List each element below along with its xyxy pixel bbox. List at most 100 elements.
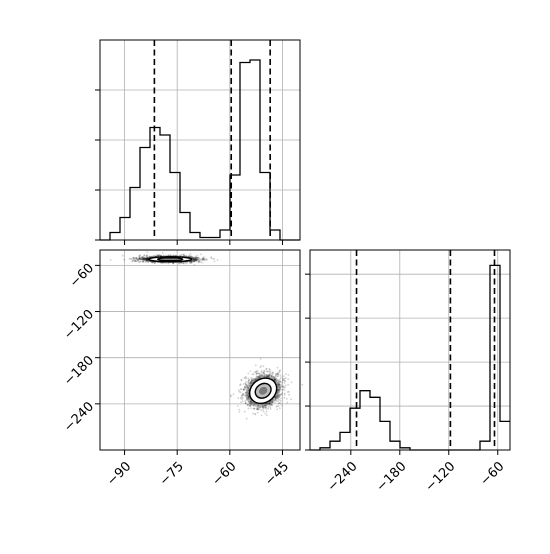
bottom-left-point [282,379,285,382]
bottom-left-point [143,254,146,257]
bottom-left-point [261,373,263,376]
bottom-left-point [266,375,268,378]
bottom-left-point [249,400,252,403]
bottom-left-point [276,405,279,407]
bottom-left-ytick-label-1: −120 [61,307,97,343]
bottom-left-point [197,256,200,259]
bottom-left-point [279,380,282,383]
bottom-left-point [237,389,240,391]
bottom-left-point [243,387,246,389]
bottom-left-point [180,253,183,256]
bottom-left-point [278,380,281,383]
bottom-left-point [142,258,145,260]
bottom-left-point [194,256,197,259]
bottom-left-point [258,376,261,379]
bottom-left-point [132,256,135,259]
bottom-left-point [197,261,200,264]
bottom-left-point [243,389,245,391]
bottom-left-point [146,256,149,259]
bottom-left-point [271,401,273,404]
bottom-left-point [267,375,270,378]
bottom-left-point [150,261,153,263]
bottom-left-point [136,259,139,262]
bottom-left-point [142,257,145,260]
bottom-left-point [271,403,273,406]
bottom-left-point [260,365,263,367]
bottom-left-point [244,376,247,378]
bottom-left-point [284,379,286,382]
bottom-left-point [244,383,247,386]
bottom-left-point [257,408,259,411]
bottom-left-point [279,387,282,389]
bottom-left-point [260,373,262,376]
bottom-left-point [274,378,277,381]
bottom-left-frame [99,249,301,451]
bottom-left-point [133,256,135,259]
bottom-left-point [278,384,281,386]
bottom-left-point [251,373,254,376]
bottom-left-point [247,396,250,399]
bottom-left-point [195,257,198,260]
bottom-left-point [254,413,256,415]
bottom-left-point [141,256,144,259]
bottom-left-point [240,394,243,397]
bottom-right-xtick-label-3: −60 [477,459,507,489]
bottom-left-point [203,258,206,260]
bottom-left-point [249,384,251,386]
bottom-left-point [249,405,252,408]
bottom-left-point [256,370,259,373]
bottom-left-xtick-label-2: −60 [210,459,240,489]
bottom-left-point [277,397,280,400]
bottom-left-point [261,375,263,377]
bottom-left-point [193,259,196,262]
bottom-left-point [266,402,269,405]
bottom-left-point [192,260,195,263]
bottom-left-point [266,402,269,405]
bottom-left-point [157,254,160,257]
bottom-left-point [276,394,278,397]
bottom-left-ytick-label-3: −240 [61,399,97,435]
bottom-left-point [138,258,141,260]
bottom-left-point [247,372,250,375]
bottom-left-point [262,404,265,407]
bottom-left-point [195,258,198,261]
bottom-left-point [143,257,146,260]
bottom-left-point [241,400,244,403]
bottom-left-point [199,261,202,263]
bottom-left-point [258,373,261,376]
bottom-left-point [248,402,251,405]
bottom-left-point [245,376,248,379]
bottom-left-point [213,258,216,260]
bottom-left-point [264,412,267,415]
bottom-left-point [237,397,240,399]
bottom-left-point [141,258,143,261]
bottom-left-point [278,393,281,396]
bottom-left-point [278,395,281,397]
bottom-left-point [144,258,147,261]
bottom-left-point [146,258,149,261]
bottom-left-point [246,394,249,397]
bottom-left-point [267,375,270,378]
bottom-left-point [278,386,280,389]
bottom-left-point [139,261,141,263]
bottom-left-point [250,401,253,404]
bottom-left-point [190,260,193,263]
bottom-left-point [278,399,281,401]
bottom-left-point [196,258,199,261]
bottom-left-point [290,381,293,384]
bottom-left-point [270,404,273,406]
bottom-left-point [268,403,271,406]
bottom-left-point [271,401,274,404]
bottom-left-point [192,258,194,261]
bottom-left-point [249,385,251,387]
bottom-left-point [145,257,148,260]
bottom-left-point [141,256,144,258]
bottom-left-point [264,407,267,409]
bottom-left-point [173,254,176,257]
bottom-left-point [253,403,256,405]
bottom-left-point [278,369,281,372]
bottom-left-point [263,375,266,378]
bottom-left-point [141,258,144,261]
bottom-left-point [181,262,184,264]
